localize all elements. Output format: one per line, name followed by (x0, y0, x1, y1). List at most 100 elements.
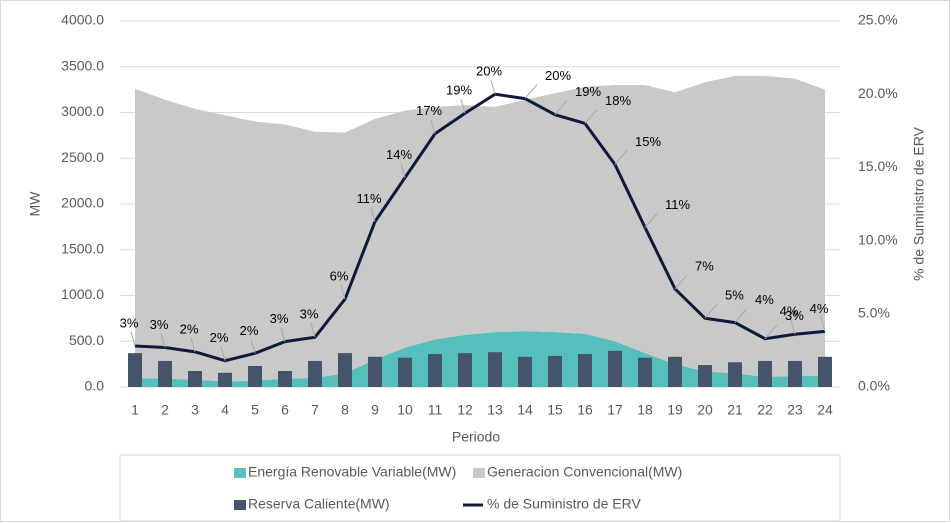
data-label-leader (460, 99, 466, 114)
x-tick-label: 14 (517, 402, 533, 418)
bar (248, 365, 262, 387)
y-tick-label: 500.0 (69, 332, 104, 348)
data-label-leader (790, 320, 796, 335)
bar (368, 356, 382, 387)
x-tick-label: 3 (191, 402, 199, 418)
bar (758, 360, 772, 387)
data-label: 3% (120, 315, 139, 330)
bar (728, 362, 742, 387)
x-axis-title: Periodo (452, 429, 500, 445)
x-tick-label: 8 (341, 402, 349, 418)
y-tick-label: 1500.0 (61, 240, 104, 256)
data-label: 5% (725, 288, 744, 303)
x-tick-label: 1 (131, 402, 139, 418)
data-label: 4% (755, 292, 774, 307)
x-tick-label: 18 (637, 402, 653, 418)
data-label: 7% (695, 258, 714, 273)
bar (638, 357, 652, 387)
bar (428, 354, 442, 387)
data-label: 15% (635, 134, 661, 149)
y-tick-label: 2000.0 (61, 195, 104, 211)
data-label: 4% (780, 304, 799, 319)
data-label-leader (190, 337, 196, 353)
data-label: 2% (180, 321, 199, 336)
bar (398, 357, 412, 387)
data-label-leader (704, 303, 718, 319)
data-label-leader (370, 207, 376, 222)
data-label: 20% (476, 64, 502, 79)
data-label-leader (614, 150, 628, 165)
legend-label: Generacion Convencional(MW) (487, 464, 682, 480)
legend-box (119, 454, 841, 522)
data-label: 14% (386, 147, 412, 162)
data-label: 3% (300, 307, 319, 322)
x-tick-label: 11 (428, 402, 443, 418)
data-label: 4% (810, 301, 829, 316)
x-tick-label: 12 (457, 402, 473, 418)
data-label: 2% (210, 330, 229, 345)
legend-label: Energía Renovable Variable(MW) (248, 464, 456, 480)
bar (308, 360, 322, 387)
y-tick-label: 0.0 (85, 378, 105, 394)
y-tick-label: 4000.0 (61, 12, 104, 28)
data-label-leader (734, 308, 748, 323)
bar (578, 354, 592, 387)
legend-swatch (234, 500, 246, 510)
legend-swatch (473, 468, 485, 478)
y2-tick-label: 5.0% (858, 305, 890, 321)
data-label: 20% (545, 68, 571, 83)
data-label: 2% (240, 323, 259, 338)
bar (458, 353, 472, 387)
y-tick-label: 2500.0 (61, 149, 104, 165)
data-label-leader (764, 324, 778, 340)
x-tick-label: 13 (487, 402, 503, 418)
y-tick-label: 1000.0 (61, 286, 104, 302)
data-label-leader (430, 119, 436, 134)
data-label-leader (250, 339, 256, 354)
legend-label: % de Suministro de ERV (487, 496, 641, 512)
data-label: 18% (605, 93, 631, 108)
y2-tick-label: 15.0% (858, 158, 898, 174)
data-label-leader (674, 274, 688, 290)
x-tick-label: 22 (757, 402, 773, 418)
bar (218, 372, 232, 387)
x-tick-label: 5 (251, 402, 259, 418)
x-tick-label: 7 (311, 402, 319, 418)
x-tick-label: 9 (371, 402, 379, 418)
data-label-leader (584, 109, 598, 124)
data-label: 11% (356, 191, 381, 206)
bar (788, 360, 802, 387)
x-tick-label: 23 (787, 402, 803, 418)
x-tick-label: 6 (281, 402, 289, 418)
y2-tick-label: 0.0% (858, 378, 890, 394)
data-label-leader (130, 331, 136, 347)
data-label-leader (554, 100, 568, 116)
area (135, 331, 825, 387)
data-label-leader (490, 80, 496, 95)
data-label: 6% (330, 269, 349, 284)
x-tick-label: 17 (607, 402, 623, 418)
y2-tick-label: 10.0% (858, 231, 898, 247)
legend-label: Reserva Caliente(MW) (248, 496, 390, 512)
bar (188, 370, 202, 387)
data-label-leader (220, 346, 226, 361)
x-tick-label: 16 (577, 402, 593, 418)
bar (158, 360, 172, 387)
x-tick-label: 10 (397, 402, 413, 418)
data-label-leader (524, 84, 538, 99)
x-tick-label: 21 (727, 402, 743, 418)
x-tick-label: 15 (547, 402, 563, 418)
x-tick-label: 19 (667, 402, 683, 418)
data-label: 11% (665, 197, 690, 212)
bar (518, 356, 532, 387)
bar (278, 370, 292, 387)
data-label-leader (340, 285, 346, 300)
bar (668, 356, 682, 387)
data-label-leader (310, 323, 316, 338)
legend-swatch (234, 468, 246, 478)
bar (488, 352, 502, 387)
data-label: 3% (270, 311, 289, 326)
bar (608, 350, 622, 387)
area (135, 75, 825, 382)
